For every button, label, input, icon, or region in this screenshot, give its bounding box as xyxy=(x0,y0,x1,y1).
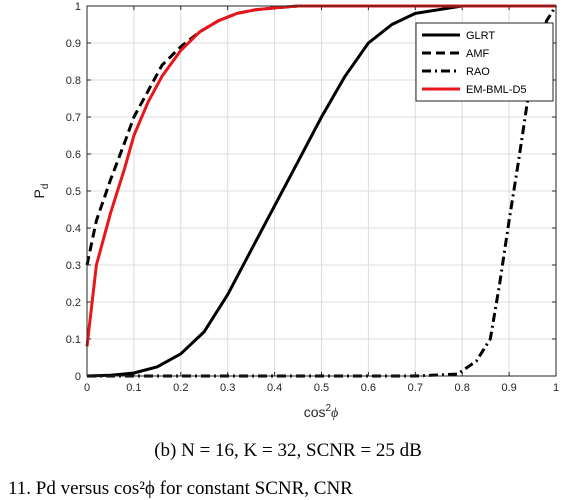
x-tick-label: 0.5 xyxy=(314,382,329,394)
legend-label: AMF xyxy=(466,48,490,60)
legend: GLRT AMF RAO EM-BML-D5 xyxy=(415,22,554,102)
x-tick-label: 1 xyxy=(553,382,559,394)
x-tick-labels: 0 0.1 0.2 0.3 0.4 0.5 0.6 0.7 0.8 0.9 1 xyxy=(84,382,559,394)
y-tick-label: 0.5 xyxy=(66,186,81,198)
x-axis-label: cos2ϕ xyxy=(304,403,339,421)
x-tick-label: 0.6 xyxy=(361,382,376,394)
y-tick-label: 0.9 xyxy=(66,38,81,50)
x-tick-label: 0 xyxy=(84,382,90,394)
series-line-glrt xyxy=(86,4,556,378)
x-tick-label: 0.1 xyxy=(126,382,141,394)
y-tick-labels: 0 0.1 0.2 0.3 0.4 0.5 0.6 0.7 0.8 0.9 1 xyxy=(66,1,81,383)
figure-caption: 11. Pd versus cos²ϕ for constant SCNR, C… xyxy=(8,478,353,499)
subfigure-caption: (b) N = 16, K = 32, SCNR = 25 dB xyxy=(154,440,422,461)
y-tick-label: 0.3 xyxy=(66,260,81,272)
x-tick-label: 0.8 xyxy=(455,382,470,394)
legend-label: GLRT xyxy=(466,30,495,42)
y-tick-label: 0.7 xyxy=(66,112,81,124)
x-tick-label: 0.2 xyxy=(173,382,188,394)
y-tick-label: 0.8 xyxy=(66,75,81,87)
y-tick-label: 0.6 xyxy=(66,149,81,161)
x-tick-label: 0.7 xyxy=(408,382,423,394)
y-tick-label: 0 xyxy=(75,371,81,383)
legend-label: EM-BML-D5 xyxy=(466,84,527,96)
y-axis-label: Pd xyxy=(31,184,51,199)
plot-frame xyxy=(86,5,557,377)
chart: 0 0.1 0.2 0.3 0.4 0.5 0.6 0.7 0.8 0.9 1 0 0.1 0.2 0.3… xyxy=(31,1,559,421)
y-tick-label: 0.4 xyxy=(66,223,81,235)
x-tick-label: 0.9 xyxy=(501,382,516,394)
x-tick-label: 0.3 xyxy=(220,382,235,394)
y-tick-label: 1 xyxy=(75,1,81,13)
y-tick-label: 0.1 xyxy=(66,334,81,346)
legend-label: RAO xyxy=(466,66,490,78)
y-tick-label: 0.2 xyxy=(66,297,81,309)
x-tick-label: 0.4 xyxy=(267,382,282,394)
